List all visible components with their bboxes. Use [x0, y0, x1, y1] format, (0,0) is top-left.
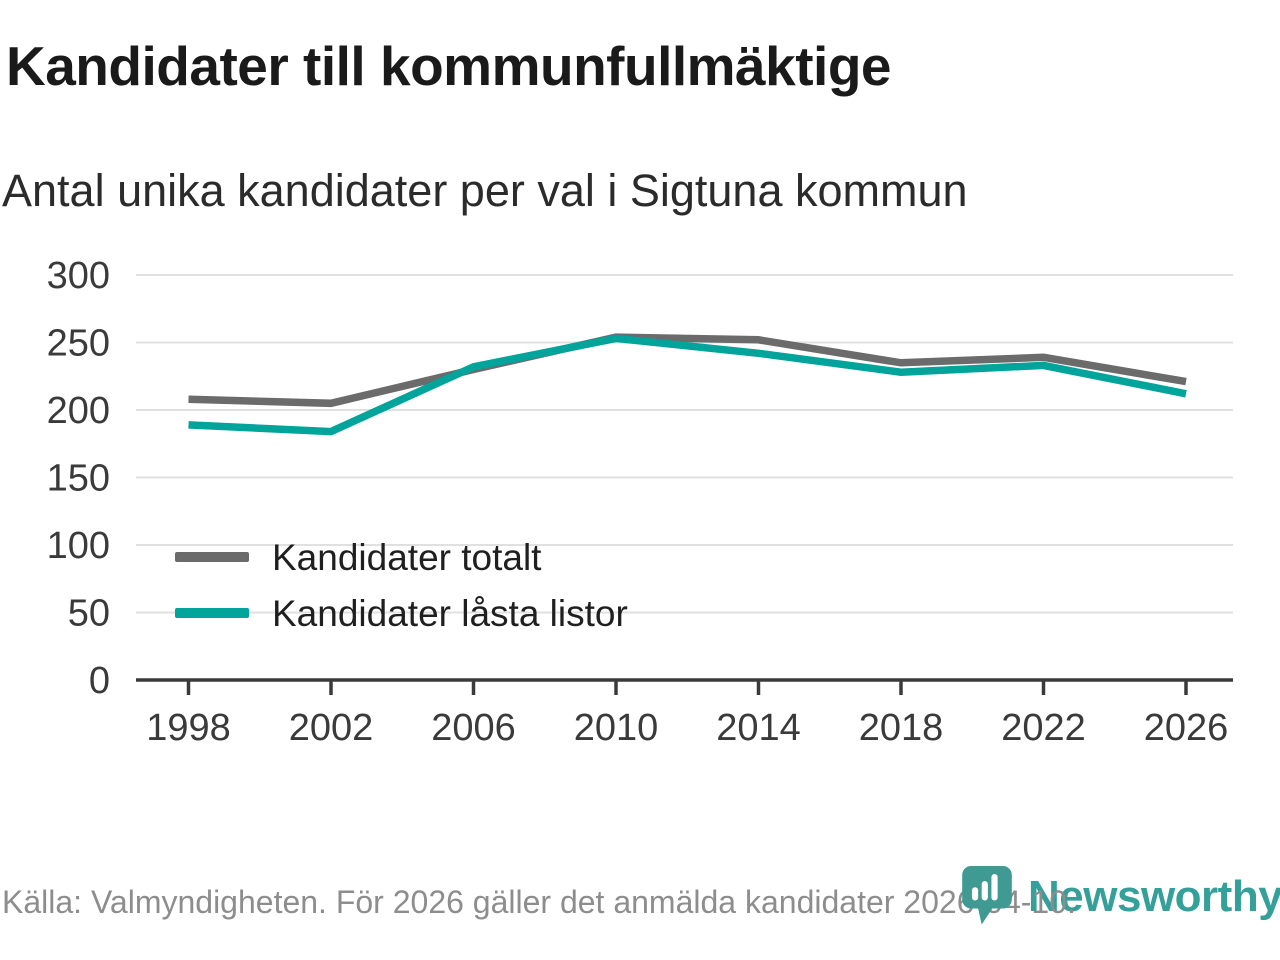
- newsworthy-wordmark: Newsworthy: [1028, 872, 1280, 921]
- legend-swatch-kandidater-totalt: [175, 552, 249, 562]
- y-tick-label-150: 150: [47, 458, 110, 500]
- legend-swatch-kandidater-lasta-listor: [175, 608, 249, 618]
- x-tick-label-2006: 2006: [431, 707, 516, 749]
- legend-label-kandidater-totalt: Kandidater totalt: [272, 537, 542, 578]
- series-line-kandidater-totalt: [188, 333, 1187, 408]
- y-tick-label-300: 300: [47, 255, 110, 297]
- x-tick-label-2002: 2002: [289, 707, 374, 749]
- source-note: Källa: Valmyndigheten. För 2026 gäller d…: [2, 884, 1076, 920]
- y-tick-label-100: 100: [47, 525, 110, 567]
- chart-subtitle: Antal unika kandidater per val i Sigtuna…: [2, 165, 968, 216]
- logo-bar-3: [991, 873, 998, 901]
- x-tick-label-2026: 2026: [1144, 707, 1229, 749]
- x-tick-label-2022: 2022: [1001, 707, 1086, 749]
- x-tick-label-2010: 2010: [574, 707, 659, 749]
- x-tick-label-2018: 2018: [859, 707, 944, 749]
- series-line-kandidater-lasta-listor: [188, 334, 1187, 436]
- x-tick-label-1998: 1998: [146, 707, 231, 749]
- y-tick-label-50: 50: [68, 593, 110, 635]
- y-tick-label-200: 200: [47, 390, 110, 432]
- legend-label-kandidater-lasta-listor: Kandidater låsta listor: [272, 593, 628, 634]
- y-tick-label-0: 0: [89, 660, 110, 702]
- logo-bar-1: [971, 887, 979, 901]
- newsworthy-logo-icon: [962, 866, 1012, 925]
- line-chart: 0 50 100 150 200 250 300 1998 2002 2006 2010 2014 20…: [47, 255, 1233, 749]
- y-tick-label-250: 250: [47, 323, 110, 365]
- x-tick-label-2014: 2014: [716, 707, 801, 749]
- logo-bar-2: [981, 881, 988, 901]
- chart-title: Kandidater till kommunfullmäktige: [6, 35, 892, 97]
